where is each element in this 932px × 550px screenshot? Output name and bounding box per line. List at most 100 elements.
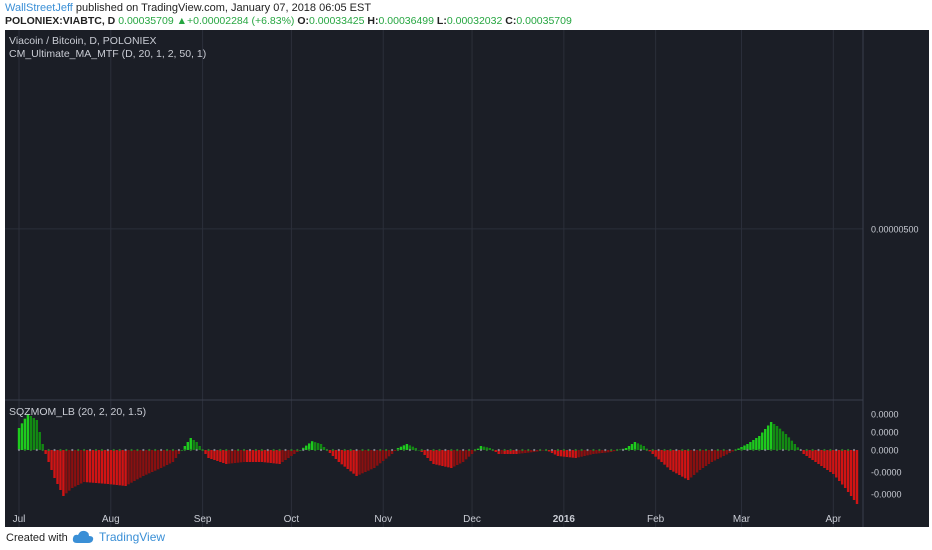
momentum-bar — [568, 450, 571, 458]
squeeze-dot — [136, 448, 139, 452]
chart-title: Viacoin / Bitcoin, D, POLONIEX — [9, 35, 156, 47]
squeeze-dot — [201, 448, 204, 452]
squeeze-dot — [65, 448, 68, 452]
squeeze-dot — [734, 448, 737, 452]
osc-tick-label: 0.0000 — [871, 446, 899, 456]
momentum-bar — [387, 450, 391, 457]
squeeze-dot — [367, 448, 370, 452]
momentum-bar — [189, 438, 192, 450]
oscillator-label: SQZMOM_LB (20, 2, 20, 1.5) — [9, 406, 146, 418]
chart-area[interactable]: 0.000065000.000060000.000055000.00005000… — [5, 30, 929, 527]
momentum-bar — [328, 450, 332, 453]
momentum-bar — [171, 450, 175, 462]
momentum-bar — [725, 450, 728, 455]
tradingview-logo[interactable]: TradingView — [72, 530, 165, 544]
momentum-bar — [843, 450, 847, 488]
momentum-bar — [488, 448, 492, 450]
momentum-bar — [310, 441, 314, 450]
x-tick-label: Aug — [102, 514, 120, 525]
author-link[interactable]: WallStreetJeff — [5, 2, 73, 14]
squeeze-dot — [473, 448, 477, 452]
momentum-bar — [503, 450, 506, 454]
squeeze-dot — [278, 448, 281, 452]
momentum-bar — [405, 444, 409, 450]
squeeze-dot — [693, 448, 696, 452]
high-value: 0.00036499 — [378, 15, 434, 27]
momentum-bar — [604, 450, 607, 453]
squeeze-dot — [645, 448, 648, 452]
squeeze-dot — [248, 448, 252, 452]
momentum-bar — [260, 450, 264, 462]
momentum-bar — [59, 450, 62, 490]
momentum-bar — [352, 450, 355, 474]
momentum-bar — [556, 450, 560, 456]
squeeze-dot — [231, 448, 234, 452]
momentum-bar — [272, 450, 275, 464]
squeeze-dot — [88, 448, 92, 452]
momentum-bar — [829, 450, 832, 472]
squeeze-dot — [77, 448, 80, 452]
momentum-bar — [577, 450, 580, 458]
squeeze-dot — [71, 448, 74, 452]
momentum-bar — [340, 450, 343, 465]
momentum-bar — [482, 446, 486, 450]
momentum-bar — [127, 450, 130, 485]
momentum-bar — [450, 450, 453, 468]
momentum-bar — [530, 450, 533, 453]
momentum-bar — [846, 450, 850, 492]
squeeze-dot — [651, 448, 654, 452]
squeeze-dot — [610, 448, 613, 452]
momentum-bar — [100, 450, 104, 484]
x-tick-label: Mar — [733, 514, 751, 525]
squeeze-dot — [112, 448, 115, 452]
momentum-bar — [79, 450, 83, 484]
squeeze-dot — [764, 448, 767, 452]
squeeze-dot — [462, 448, 465, 452]
momentum-bar — [399, 446, 403, 450]
squeeze-dot — [165, 448, 169, 452]
momentum-bar — [94, 450, 98, 483]
low-label: L: — [436, 15, 447, 27]
momentum-bar — [624, 448, 628, 450]
momentum-bar — [118, 450, 121, 486]
momentum-bar — [168, 450, 172, 464]
squeeze-dot — [379, 448, 382, 452]
squeeze-dot — [260, 448, 263, 452]
momentum-bar — [242, 450, 246, 462]
momentum-bar — [269, 450, 272, 463]
momentum-bar — [500, 450, 503, 454]
momentum-bar — [704, 450, 708, 466]
momentum-bar — [210, 450, 213, 459]
momentum-bar — [684, 450, 687, 479]
squeeze-dot — [639, 448, 642, 452]
squeeze-dot — [124, 448, 127, 452]
momentum-bar — [346, 450, 349, 469]
squeeze-dot — [787, 448, 790, 452]
momentum-bar — [136, 450, 139, 480]
momentum-bar — [228, 450, 231, 464]
chart-svg[interactable]: 0.000065000.000060000.000055000.00005000… — [5, 30, 929, 527]
squeeze-dot — [266, 448, 269, 452]
momentum-bar — [654, 450, 657, 457]
squeeze-dot — [799, 448, 802, 452]
momentum-bar — [840, 450, 844, 485]
momentum-bar — [713, 450, 717, 461]
momentum-bar — [367, 450, 370, 471]
squeeze-dot — [319, 448, 323, 452]
momentum-bar — [550, 450, 554, 453]
squeeze-dot — [740, 448, 743, 452]
cloud-icon — [72, 530, 94, 543]
momentum-bar — [752, 440, 755, 450]
momentum-bar — [524, 450, 527, 453]
momentum-bar — [275, 450, 278, 464]
squeeze-dot — [574, 448, 577, 452]
momentum-bar — [675, 450, 678, 474]
momentum-bar — [781, 431, 785, 450]
momentum-bar — [334, 450, 338, 459]
squeeze-dot — [675, 448, 678, 452]
momentum-bar — [627, 446, 631, 450]
momentum-bar — [805, 450, 808, 456]
squeeze-dot — [106, 448, 109, 452]
momentum-bar — [802, 450, 805, 454]
squeeze-dot — [663, 448, 666, 452]
